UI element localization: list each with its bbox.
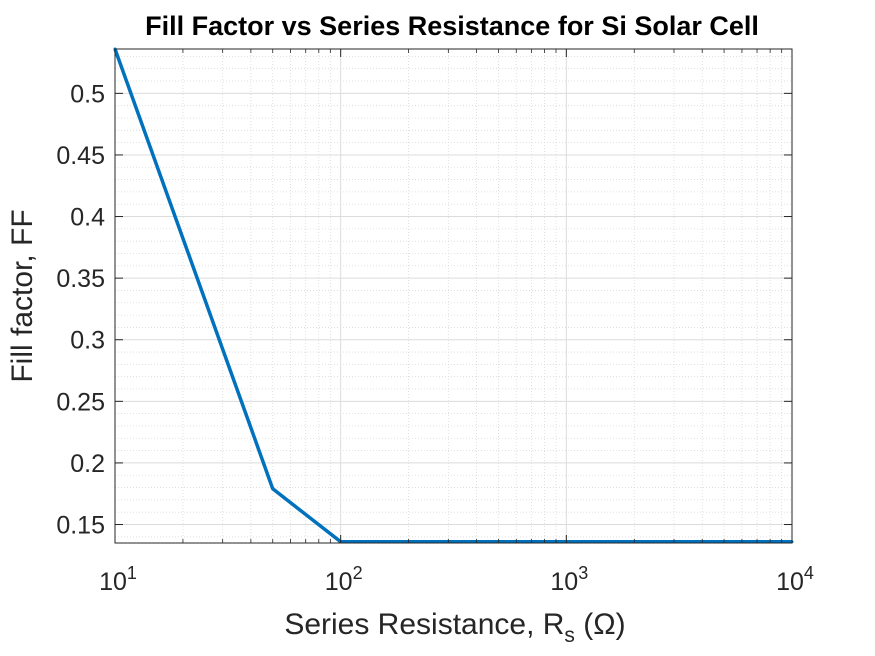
plot-area — [115, 49, 792, 543]
y-tick-label: 0.3 — [70, 327, 105, 355]
y-tick-labels: 0.15 0.2 0.25 0.3 0.35 0.4 0.45 0.5 — [56, 80, 105, 539]
x-axis-label-unit: (Ω) — [575, 608, 626, 641]
y-tick-label: 0.5 — [70, 80, 105, 108]
x-axis-label-main: Series Resistance, R — [284, 608, 564, 641]
grid — [114, 49, 793, 543]
x-tick-label-base: 10 — [99, 568, 127, 596]
x-tick-label-exponent: 4 — [804, 563, 814, 583]
x-tick-label: 101 — [99, 563, 137, 596]
y-tick-label: 0.45 — [56, 142, 105, 170]
x-tick-label-base: 10 — [325, 568, 353, 596]
axes-box — [114, 48, 793, 544]
x-tick-label: 104 — [776, 563, 814, 596]
y-tick-label: 0.25 — [56, 388, 105, 416]
y-axis-label: Fill factor, FF — [6, 209, 39, 382]
y-tick-label: 0.35 — [56, 265, 105, 293]
x-tick-labels: 101 102 103 104 — [99, 563, 814, 596]
data-point — [271, 487, 275, 491]
x-tick-label: 103 — [550, 563, 588, 596]
chart-title: Fill Factor vs Series Resistance for Si … — [145, 11, 759, 41]
x-tick-label-base: 10 — [550, 568, 578, 596]
x-axis-label-subscript: s — [564, 624, 575, 647]
x-tick-label-exponent: 2 — [353, 563, 363, 583]
x-tick-label-exponent: 1 — [127, 563, 137, 583]
y-tick-label: 0.2 — [70, 450, 105, 478]
y-tick-label: 0.4 — [70, 204, 105, 232]
x-axis-label: Series Resistance, Rs (Ω) — [284, 608, 625, 647]
x-tick-label-exponent: 3 — [578, 563, 588, 583]
y-tick-label: 0.15 — [56, 512, 105, 540]
tick-marks — [114, 49, 793, 543]
x-tick-label-base: 10 — [776, 568, 804, 596]
x-tick-label: 102 — [325, 563, 363, 596]
